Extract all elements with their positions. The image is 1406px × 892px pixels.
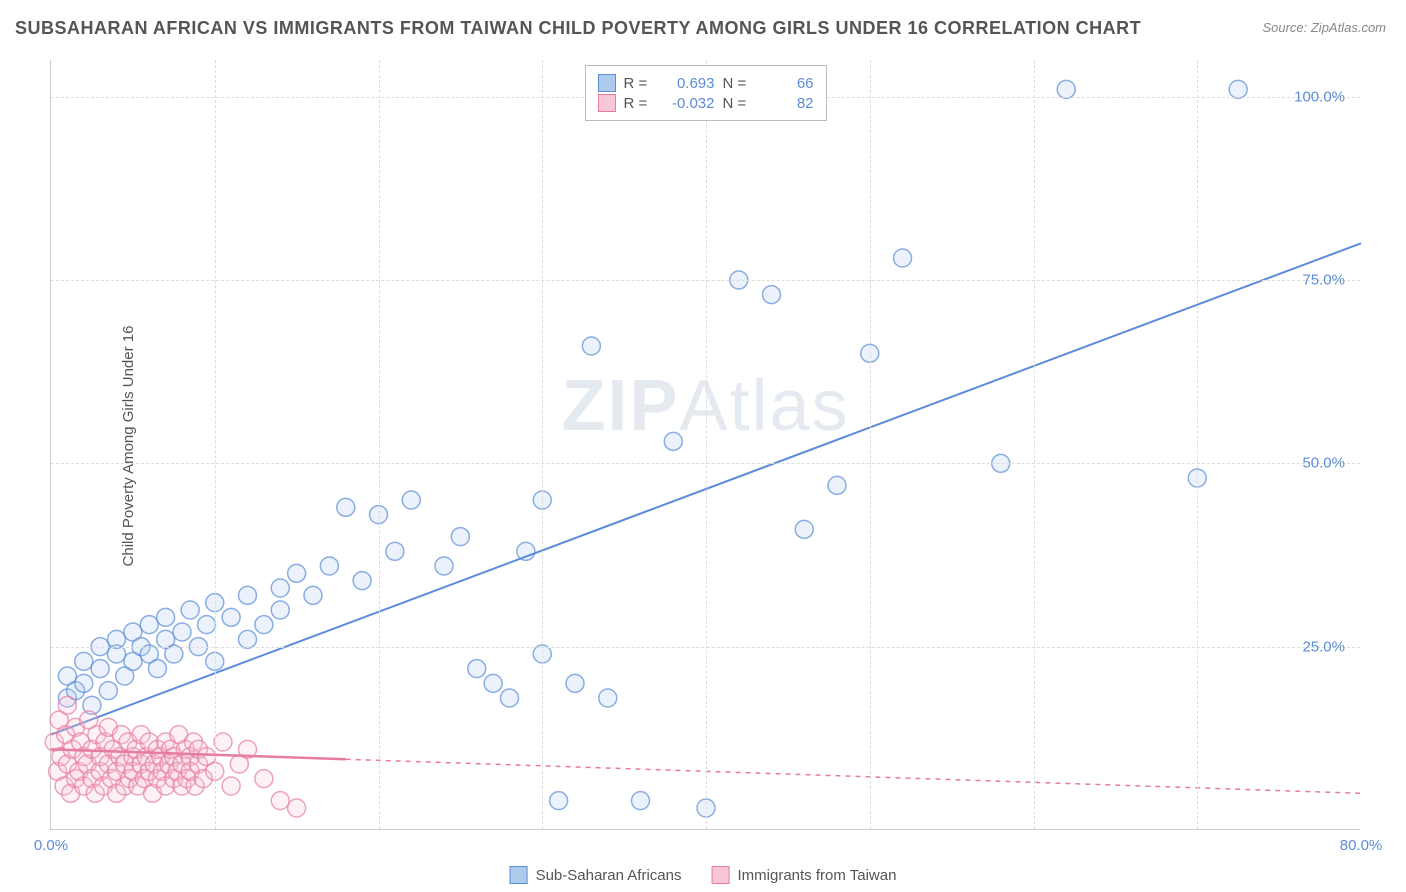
- data-point: [664, 432, 682, 450]
- y-tick-label: 50.0%: [1302, 455, 1345, 472]
- data-point: [148, 660, 166, 678]
- data-point: [198, 616, 216, 634]
- data-point: [599, 689, 617, 707]
- data-point: [239, 586, 257, 604]
- data-point: [632, 792, 650, 810]
- data-point: [271, 579, 289, 597]
- data-point: [337, 498, 355, 516]
- r-value-2: -0.032: [660, 95, 715, 112]
- vgridline: [542, 60, 543, 829]
- data-point: [402, 491, 420, 509]
- data-point: [828, 476, 846, 494]
- data-point: [271, 601, 289, 619]
- data-point: [320, 557, 338, 575]
- y-tick-label: 25.0%: [1302, 638, 1345, 655]
- legend-item-2: Immigrants from Taiwan: [711, 866, 896, 884]
- n-value-2: 82: [759, 95, 814, 112]
- data-point: [435, 557, 453, 575]
- legend-swatch-2: [598, 94, 616, 112]
- data-point: [99, 682, 117, 700]
- y-tick-label: 100.0%: [1294, 88, 1345, 105]
- legend-label-2: Immigrants from Taiwan: [737, 867, 896, 884]
- data-point: [239, 630, 257, 648]
- x-tick-label: 0.0%: [34, 837, 68, 854]
- vgridline: [1034, 60, 1035, 829]
- r-value-1: 0.693: [660, 75, 715, 92]
- legend-swatch-pink: [711, 866, 729, 884]
- vgridline: [1197, 60, 1198, 829]
- legend-item-1: Sub-Saharan Africans: [510, 866, 682, 884]
- n-label: N =: [723, 95, 751, 112]
- trend-line-dashed: [346, 759, 1361, 793]
- chart-title: SUBSAHARAN AFRICAN VS IMMIGRANTS FROM TA…: [15, 18, 1141, 39]
- data-point: [214, 733, 232, 751]
- data-point: [484, 674, 502, 692]
- data-point: [255, 770, 273, 788]
- legend-label-1: Sub-Saharan Africans: [536, 867, 682, 884]
- data-point: [75, 652, 93, 670]
- plot-area: ZIPAtlas R = 0.693 N = 66 R = -0.032 N =…: [50, 60, 1360, 830]
- vgridline: [870, 60, 871, 829]
- data-point: [582, 337, 600, 355]
- data-point: [288, 799, 306, 817]
- data-point: [58, 696, 76, 714]
- data-point: [304, 586, 322, 604]
- vgridline: [706, 60, 707, 829]
- vgridline: [379, 60, 380, 829]
- data-point: [140, 616, 158, 634]
- data-point: [288, 564, 306, 582]
- n-value-1: 66: [759, 75, 814, 92]
- data-point: [1229, 80, 1247, 98]
- data-point: [550, 792, 568, 810]
- data-point: [91, 660, 109, 678]
- data-point: [271, 792, 289, 810]
- y-tick-label: 75.0%: [1302, 272, 1345, 289]
- data-point: [181, 601, 199, 619]
- legend-swatch-blue: [510, 866, 528, 884]
- data-point: [795, 520, 813, 538]
- r-label: R =: [624, 95, 652, 112]
- data-point: [75, 674, 93, 692]
- legend-swatch-1: [598, 74, 616, 92]
- correlation-legend: R = 0.693 N = 66 R = -0.032 N = 82: [585, 65, 827, 121]
- data-point: [108, 630, 126, 648]
- data-point: [222, 608, 240, 626]
- data-point: [468, 660, 486, 678]
- legend-row-2: R = -0.032 N = 82: [598, 94, 814, 112]
- legend-row-1: R = 0.693 N = 66: [598, 74, 814, 92]
- data-point: [255, 616, 273, 634]
- r-label: R =: [624, 75, 652, 92]
- vgridline: [215, 60, 216, 829]
- data-point: [1057, 80, 1075, 98]
- data-point: [894, 249, 912, 267]
- data-point: [566, 674, 584, 692]
- n-label: N =: [723, 75, 751, 92]
- source-label: Source: ZipAtlas.com: [1262, 20, 1386, 35]
- data-point: [763, 286, 781, 304]
- data-point: [165, 645, 183, 663]
- data-point: [517, 542, 535, 560]
- data-point: [386, 542, 404, 560]
- series-legend: Sub-Saharan Africans Immigrants from Tai…: [510, 866, 897, 884]
- data-point: [353, 572, 371, 590]
- data-point: [173, 623, 191, 641]
- data-point: [501, 689, 519, 707]
- data-point: [451, 528, 469, 546]
- x-tick-label: 80.0%: [1340, 837, 1383, 854]
- data-point: [222, 777, 240, 795]
- data-point: [157, 608, 175, 626]
